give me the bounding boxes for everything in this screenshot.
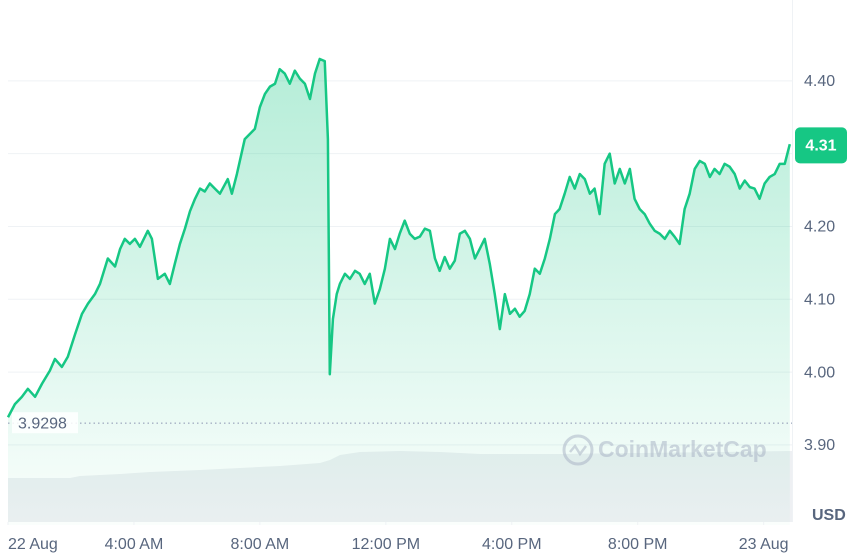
x-tick-label: 4:00 PM	[482, 536, 542, 553]
y-tick-label: 3.90	[804, 437, 835, 454]
series-layer	[6, 57, 792, 525]
current-price-label: 4.31	[805, 138, 836, 155]
x-tick-label: 8:00 PM	[608, 536, 668, 553]
x-tick-label: 12:00 PM	[352, 536, 420, 553]
reference-label-bg	[12, 412, 78, 434]
watermark: CoinMarketCap	[562, 434, 767, 466]
x-tick-label: 4:00 AM	[105, 536, 164, 553]
current-price-badge	[795, 127, 847, 164]
price-line	[6, 57, 792, 418]
y-tick-label: 4.20	[804, 219, 835, 236]
watermark-text: CoinMarketCap	[598, 436, 767, 462]
watermark-logo-mark	[569, 443, 587, 457]
y-tick-label: 4.00	[804, 364, 835, 381]
x-tick-label: 23 Aug	[739, 536, 789, 553]
y-tick-label: 4.40	[804, 73, 835, 90]
x-tick-label: 22 Aug	[8, 536, 58, 553]
reference-label: 3.9298	[18, 415, 67, 432]
area-fill	[8, 58, 790, 525]
y-axis-label: USD	[812, 507, 846, 524]
y-tick-label: 4.10	[804, 291, 835, 308]
watermark-logo	[562, 434, 594, 466]
x-tick-label: 8:00 AM	[231, 536, 290, 553]
